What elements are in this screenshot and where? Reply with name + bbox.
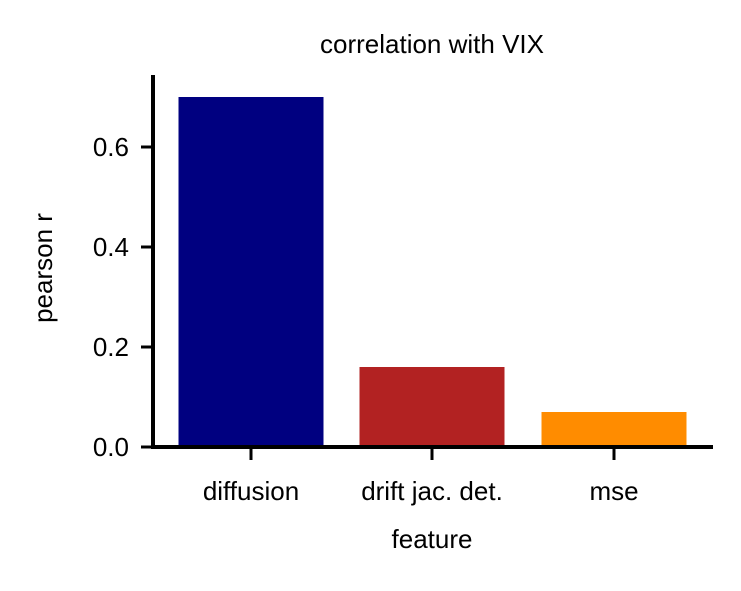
bar-mse bbox=[541, 412, 687, 447]
x-axis-label: feature bbox=[392, 524, 473, 554]
y-tick-label: 0.0 bbox=[93, 432, 129, 462]
y-tick-label: 0.4 bbox=[93, 232, 129, 262]
bar-drift-jac-det bbox=[359, 367, 505, 447]
bars-layer bbox=[178, 97, 687, 447]
y-axis-label: pearson r bbox=[28, 213, 58, 323]
chart-title: correlation with VIX bbox=[320, 29, 544, 59]
ticks-layer: 0.0 0.2 0.4 0.6 diffusion drift jac. det. mse bbox=[93, 132, 639, 506]
x-tick-label: drift jac. det. bbox=[361, 476, 503, 506]
bar-diffusion bbox=[178, 97, 324, 447]
y-tick-label: 0.2 bbox=[93, 332, 129, 362]
y-tick-label: 0.6 bbox=[93, 132, 129, 162]
x-tick-label: diffusion bbox=[203, 476, 299, 506]
x-tick-label: mse bbox=[589, 476, 638, 506]
